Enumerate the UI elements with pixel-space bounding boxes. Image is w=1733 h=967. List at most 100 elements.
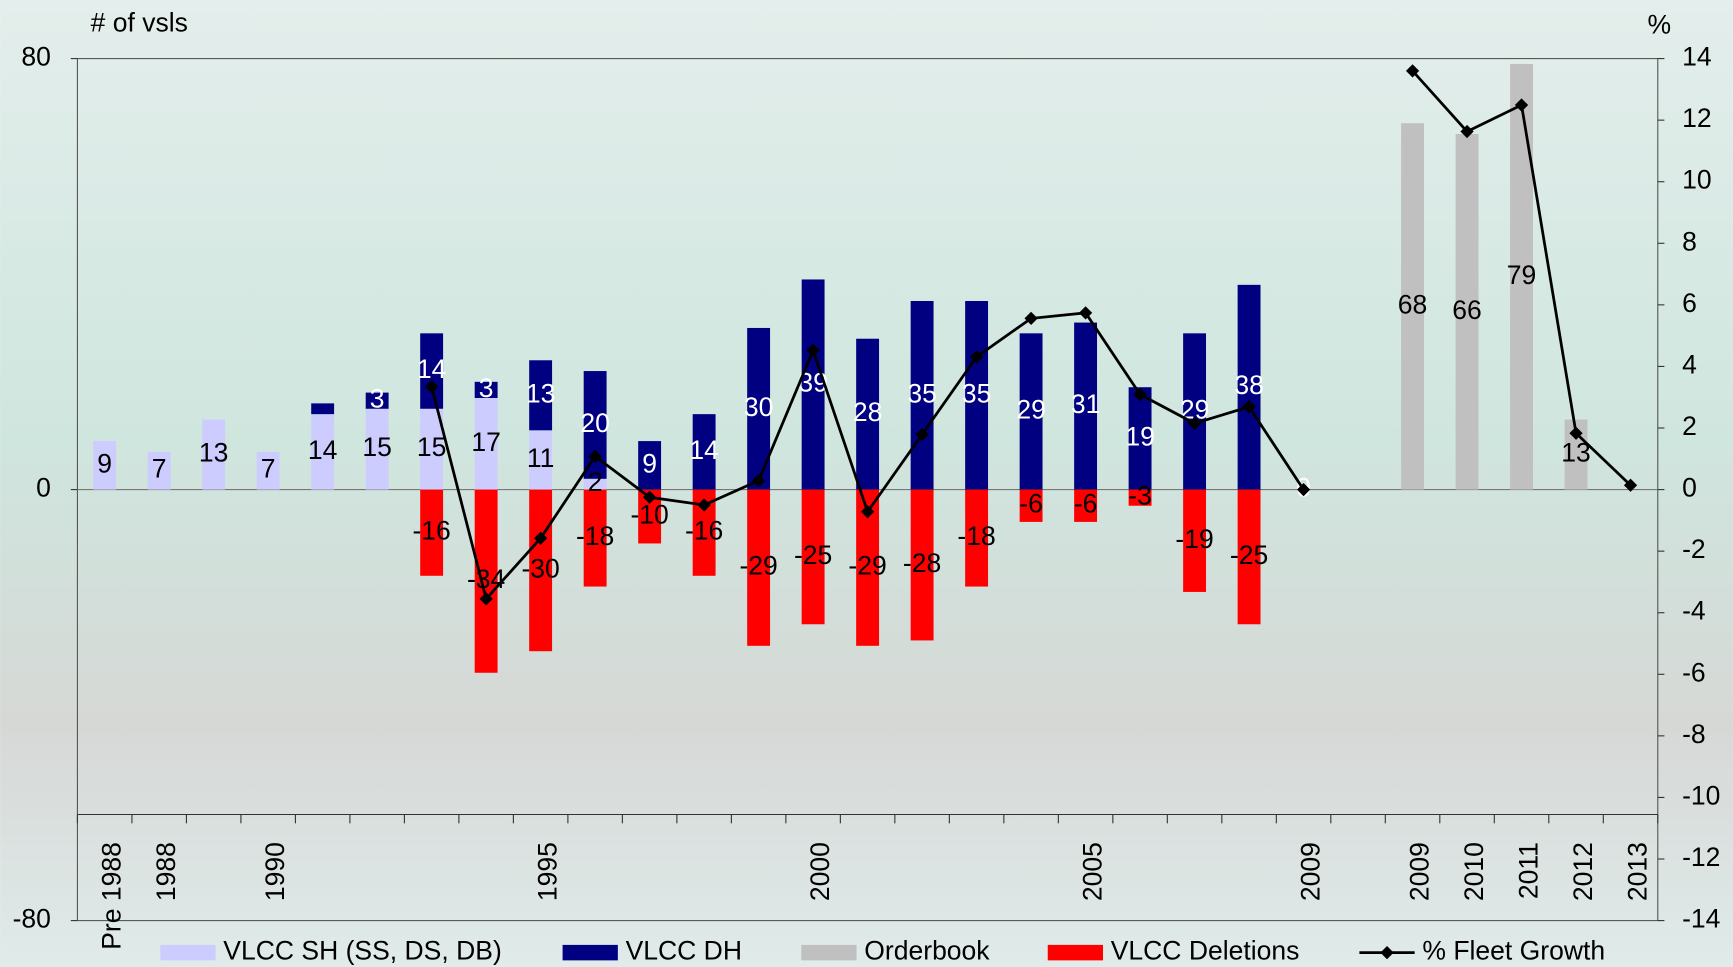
y-tick-label: -80 — [13, 904, 51, 934]
bar — [1237, 284, 1261, 490]
data-label: -19 — [1175, 524, 1213, 554]
line-marker — [642, 490, 657, 504]
data-label: -29 — [739, 551, 777, 581]
y2-tick-label: 6 — [1682, 288, 1697, 318]
x-tick-label: 2013 — [1622, 842, 1652, 901]
bar — [93, 441, 117, 490]
x-tick-label: 2005 — [1077, 842, 1107, 901]
bar — [474, 489, 498, 673]
bar — [965, 489, 989, 587]
bar — [801, 489, 825, 625]
line-marker — [806, 343, 820, 358]
data-label: 9 — [642, 448, 657, 478]
data-label: 15 — [362, 432, 392, 462]
bar — [856, 489, 880, 646]
line-marker — [1024, 311, 1038, 326]
bar — [474, 397, 498, 490]
data-label: 31 — [1071, 389, 1101, 419]
line-marker — [1187, 416, 1202, 431]
line-marker — [479, 592, 493, 606]
bar — [1019, 489, 1043, 522]
data-label: -28 — [903, 548, 941, 578]
data-label: 13 — [199, 438, 229, 468]
legend-label: % Fleet Growth — [1422, 936, 1605, 966]
legend-marker — [1380, 946, 1394, 960]
data-label: 14 — [308, 435, 338, 465]
data-label: 30 — [744, 392, 774, 422]
y2-tick-label: -12 — [1682, 842, 1720, 872]
y2-tick-label: -2 — [1682, 534, 1706, 564]
data-label: -16 — [412, 516, 450, 546]
x-tick-label: 2009 — [1404, 842, 1434, 901]
legend-swatch — [801, 944, 857, 961]
legend-swatch — [562, 944, 618, 961]
data-label: -25 — [794, 540, 832, 570]
data-label: -34 — [467, 564, 505, 594]
y2-axis-title: % — [1647, 10, 1671, 40]
bar — [747, 327, 771, 490]
line-marker — [1405, 64, 1420, 78]
y2-tick-label: 2 — [1682, 411, 1697, 441]
data-label: 11 — [527, 443, 555, 473]
bar — [1128, 387, 1152, 490]
data-label: -6 — [1074, 489, 1098, 519]
bar — [638, 489, 662, 544]
bar — [583, 478, 607, 490]
bar — [1183, 489, 1207, 592]
bar — [365, 408, 389, 490]
data-label: 3 — [479, 373, 494, 403]
data-label: 68 — [1398, 289, 1428, 319]
data-label: 17 — [471, 427, 501, 457]
data-label: 14 — [417, 354, 447, 384]
data-label: 15 — [417, 432, 447, 462]
data-label: 9 — [97, 448, 112, 478]
data-label: -29 — [848, 551, 886, 581]
x-tick-label: 1990 — [260, 842, 290, 901]
y-axis-title: # of vsls — [91, 7, 188, 37]
y2-tick-label: 12 — [1682, 103, 1712, 133]
y2-tick-label: 14 — [1682, 42, 1712, 72]
line-marker — [1514, 98, 1529, 112]
data-label: 2 — [588, 467, 603, 497]
y2-tick-label: -4 — [1682, 596, 1706, 626]
y2-tick-label: 8 — [1682, 226, 1697, 256]
data-label: 13 — [526, 378, 556, 408]
y2-tick-label: -6 — [1682, 657, 1706, 687]
bar — [202, 419, 226, 490]
line-marker — [1242, 400, 1256, 414]
bar — [474, 381, 498, 398]
x-tick-label: 2010 — [1459, 842, 1489, 901]
data-label: -6 — [1019, 489, 1043, 519]
bar — [638, 441, 662, 490]
data-label: 20 — [580, 408, 610, 438]
bar — [420, 408, 444, 490]
bar — [1510, 63, 1533, 490]
line-marker — [915, 427, 929, 442]
line-marker — [425, 380, 439, 394]
legend-label: Orderbook — [864, 936, 990, 966]
bar — [910, 489, 934, 641]
bar — [583, 489, 607, 587]
y-tick-label: 80 — [21, 42, 50, 72]
x-tick-label: 2011 — [1513, 842, 1543, 899]
bar — [529, 430, 553, 490]
bar — [1128, 489, 1152, 506]
bar — [747, 489, 771, 646]
line-marker — [1569, 426, 1583, 440]
legend-swatch — [1047, 944, 1104, 961]
line-marker — [751, 474, 766, 488]
bar — [147, 451, 171, 490]
data-label: -16 — [685, 516, 723, 546]
x-tick-label: 1988 — [151, 842, 181, 901]
line-marker — [534, 531, 548, 545]
y2-tick-label: 10 — [1682, 165, 1712, 195]
bar — [311, 403, 335, 415]
line-marker — [1133, 387, 1147, 402]
y2-tick-label: -14 — [1682, 904, 1720, 934]
line-marker — [697, 498, 711, 512]
bar — [801, 279, 825, 490]
line-marker — [588, 449, 602, 463]
y2-tick-label: -10 — [1682, 780, 1720, 810]
data-label: 3 — [370, 384, 385, 414]
